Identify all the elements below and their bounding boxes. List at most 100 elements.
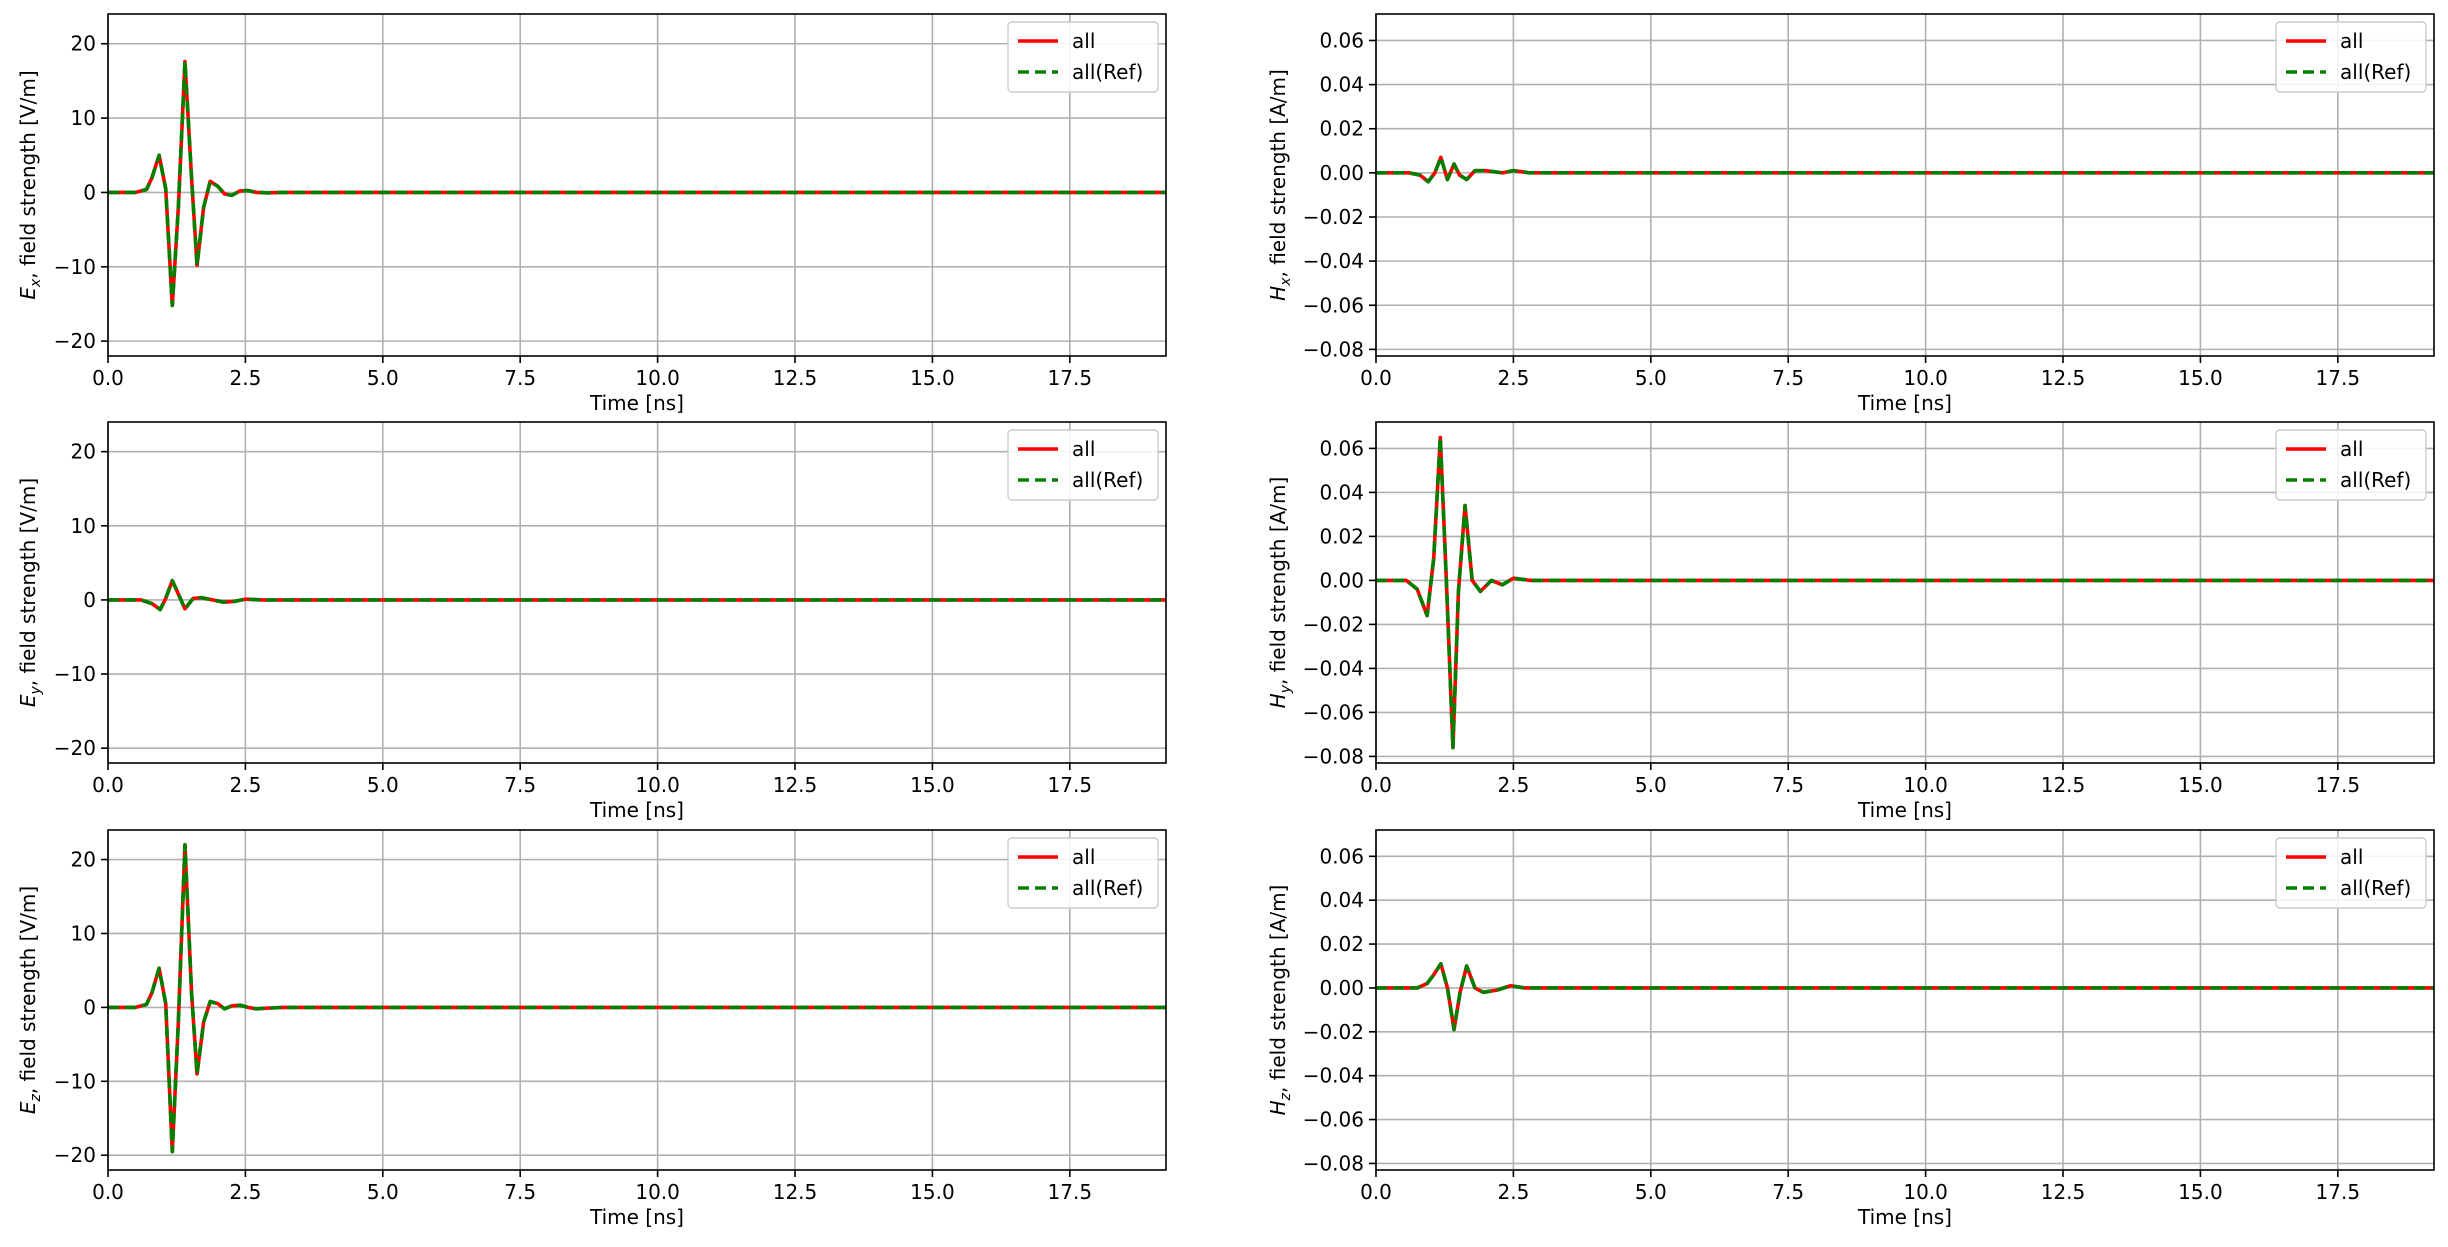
x-tick-label: 7.5 <box>1772 366 1804 390</box>
x-tick-label: 12.5 <box>2041 366 2086 390</box>
chart-panel-hy: 0.0 2.5 5.0 7.5 10.0 12.5 15.0 17.5 −0.08 −0.06 −0… <box>1266 421 2435 822</box>
x-tick-label: 10.0 <box>1903 773 1948 797</box>
y-axis-label-symbol: E <box>16 694 40 707</box>
axes-frame <box>107 421 1167 764</box>
x-tick-label: 17.5 <box>1048 366 1093 390</box>
chart-panel-hx: 0.0 2.5 5.0 7.5 10.0 12.5 15.0 17.5 −0.08 −0.06 −0… <box>1266 13 2435 415</box>
y-tick-label: −0.08 <box>1303 1151 1364 1175</box>
y-axis-label-text: , field strength [V/m] <box>16 886 40 1094</box>
y-tick-label: −20 <box>54 329 96 353</box>
legend-label: all(Ref) <box>2340 60 2411 84</box>
y-tick-label: 0.04 <box>1319 480 1364 504</box>
x-tick-label: 12.5 <box>2041 1180 2086 1204</box>
x-tick-label: 10.0 <box>635 773 680 797</box>
chart-panel-ez: 0.0 2.5 5.0 7.5 10.0 12.5 15.0 17.5 −20 −10 0 10 20 T… <box>16 829 1167 1229</box>
x-tick-label: 15.0 <box>910 366 955 390</box>
x-tick-label: 2.5 <box>1497 366 1529 390</box>
legend: all all(Ref) <box>1007 837 1159 909</box>
y-axis-label-text: , field strength [V/m] <box>16 478 40 686</box>
y-axis-label-subscript: y <box>1278 684 1294 694</box>
axes-frame <box>1375 421 2435 764</box>
x-tick-label: 2.5 <box>1497 1180 1529 1204</box>
y-tick-label: −20 <box>54 1143 96 1167</box>
x-tick-label: 17.5 <box>2316 366 2361 390</box>
x-axis-label: Time [ns] <box>589 391 684 415</box>
y-axis-label: Hz, field strength [A/m] <box>1266 885 1294 1116</box>
y-axis-label-symbol: E <box>16 1101 40 1114</box>
y-tick-label: 20 <box>71 848 96 872</box>
y-axis-label: Ez, field strength [V/m] <box>16 886 44 1114</box>
x-tick-label: 5.0 <box>367 773 399 797</box>
x-axis-label: Time [ns] <box>1857 391 1952 415</box>
legend: all all(Ref) <box>2275 837 2427 909</box>
legend-label: all <box>2340 29 2363 53</box>
y-tick-label: 0.00 <box>1319 976 1364 1000</box>
y-axis-label: Hx, field strength [A/m] <box>1266 69 1294 301</box>
chart-panel-hz: 0.0 2.5 5.0 7.5 10.0 12.5 15.0 17.5 −0.08 −0.06 −0… <box>1266 829 2435 1229</box>
legend-label: all <box>2340 437 2363 461</box>
x-tick-label: 7.5 <box>1772 773 1804 797</box>
legend-label: all(Ref) <box>2340 468 2411 492</box>
y-axis-label-symbol: H <box>1266 1100 1290 1115</box>
y-axis-label-text: , field strength [V/m] <box>16 70 40 278</box>
y-axis-label-subscript: z <box>28 1094 44 1103</box>
x-tick-label: 0.0 <box>1360 366 1392 390</box>
y-axis-label: Hy, field strength [A/m] <box>1266 477 1294 709</box>
series-line-ref <box>108 842 1166 1154</box>
legend-label: all <box>1072 437 1095 461</box>
y-tick-label: 0.00 <box>1319 568 1364 592</box>
x-tick-label: 2.5 <box>1497 773 1529 797</box>
y-tick-label: 10 <box>71 921 96 945</box>
legend-label: all(Ref) <box>2340 876 2411 900</box>
axes-frame <box>1375 829 2435 1171</box>
series-line-all <box>108 59 1166 308</box>
y-axis-label-subscript: x <box>1278 277 1294 287</box>
y-tick-label: 20 <box>71 440 96 464</box>
x-tick-label: 10.0 <box>635 366 680 390</box>
x-tick-label: 0.0 <box>1360 773 1392 797</box>
y-axis-label-subscript: y <box>28 686 44 696</box>
x-tick-label: 12.5 <box>2041 773 2086 797</box>
y-axis-label-symbol: H <box>1266 693 1290 708</box>
y-tick-label: −0.08 <box>1303 337 1364 361</box>
y-tick-label: −0.04 <box>1303 656 1364 680</box>
y-tick-label: 10 <box>71 514 96 538</box>
x-axis-label: Time [ns] <box>589 798 684 822</box>
y-axis-label-subscript: x <box>28 278 44 288</box>
x-axis-label: Time [ns] <box>589 1205 684 1229</box>
y-tick-label: 0.02 <box>1319 117 1364 141</box>
x-tick-label: 12.5 <box>773 1180 818 1204</box>
x-axis-label: Time [ns] <box>1857 798 1952 822</box>
y-axis-label-text: , field strength [A/m] <box>1266 69 1290 277</box>
x-tick-label: 7.5 <box>504 1180 536 1204</box>
y-tick-label: 0.04 <box>1319 888 1364 912</box>
x-tick-label: 7.5 <box>504 366 536 390</box>
x-tick-label: 7.5 <box>1772 1180 1804 1204</box>
y-axis-label-subscript: z <box>1278 1092 1294 1101</box>
legend-label: all(Ref) <box>1072 468 1143 492</box>
chart-panel-ex: 0.0 2.5 5.0 7.5 10.0 12.5 15.0 17.5 −20 −10 0 10 20 T… <box>16 13 1167 415</box>
y-axis-label: Ey, field strength [V/m] <box>16 478 44 707</box>
x-tick-label: 17.5 <box>1048 1180 1093 1204</box>
x-tick-label: 10.0 <box>1903 1180 1948 1204</box>
y-tick-label: −0.02 <box>1303 205 1364 229</box>
legend: all all(Ref) <box>2275 429 2427 501</box>
y-tick-label: 0 <box>83 180 96 204</box>
x-tick-label: 15.0 <box>2178 366 2223 390</box>
x-tick-label: 2.5 <box>229 1180 261 1204</box>
y-tick-label: 0 <box>83 588 96 612</box>
x-tick-label: 2.5 <box>229 773 261 797</box>
axes-frame <box>107 829 1167 1171</box>
legend-label: all <box>1072 29 1095 53</box>
y-tick-label: 0.02 <box>1319 524 1364 548</box>
series-line-ref <box>1376 962 2434 1032</box>
axes-frame <box>1375 13 2435 357</box>
y-tick-label: 0.02 <box>1319 932 1364 956</box>
y-tick-label: −0.04 <box>1303 249 1364 273</box>
legend: all all(Ref) <box>2275 21 2427 93</box>
y-tick-label: −10 <box>54 1069 96 1093</box>
legend-label: all(Ref) <box>1072 60 1143 84</box>
y-tick-label: −0.02 <box>1303 1020 1364 1044</box>
series-line-all <box>1376 962 2434 1032</box>
